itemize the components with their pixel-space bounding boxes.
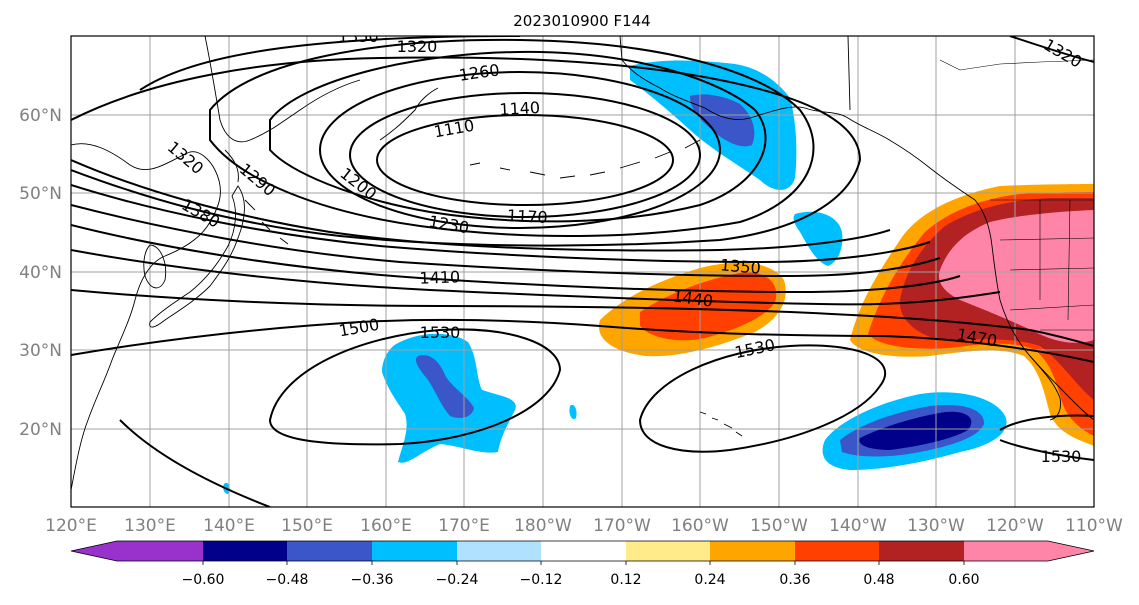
- lon-label: 170°E: [438, 516, 490, 536]
- colorbar-ticks: [202, 561, 965, 565]
- colorbar-tick-label: −0.24: [436, 572, 479, 588]
- coastlines: [71, 36, 1094, 491]
- lon-label: 180°W: [514, 516, 572, 536]
- lon-label: 130°W: [907, 516, 965, 536]
- contour-label: 1410: [419, 267, 460, 287]
- colorbar-segment: [372, 541, 457, 561]
- lon-label: 140°E: [203, 516, 255, 536]
- colorbar-tick-label: −0.60: [182, 572, 225, 588]
- lat-label: 60°N: [19, 106, 62, 126]
- political-borders: [939, 59, 1094, 331]
- lat-label: 20°N: [19, 420, 62, 440]
- contour-label: 1350: [719, 255, 761, 277]
- lat-label: 40°N: [19, 263, 62, 283]
- positive-anomaly-west-coast: [850, 184, 1094, 446]
- negative-anomaly-gulf: [793, 211, 843, 266]
- colorbar-extend-low: [71, 541, 117, 561]
- colorbar-segment: [541, 541, 626, 561]
- colorbar-extend-high: [1048, 541, 1094, 561]
- height-contours: [71, 36, 1094, 507]
- colorbar-segment: [710, 541, 795, 561]
- contour-label: 1170: [506, 206, 548, 227]
- lon-label: 160°W: [671, 516, 729, 536]
- negative-anomaly-alaska: [630, 60, 797, 190]
- colorbar-tick-label: 0.48: [863, 572, 894, 588]
- colorbar-tick-label: 0.24: [694, 572, 725, 588]
- longitude-labels: 120°E 130°E 140°E 150°E 160°E 170°E 180°…: [45, 516, 1123, 536]
- lon-label: 160°E: [360, 516, 412, 536]
- negative-anomaly-small: [569, 404, 577, 420]
- colorbar-tick-labels: −0.60 −0.48 −0.36 −0.24 −0.12 0.12 0.24 …: [182, 572, 980, 588]
- colorbar-tick-label: 0.12: [610, 572, 641, 588]
- map-title: 2023010900 F144: [513, 12, 650, 30]
- lon-label: 120°E: [45, 516, 97, 536]
- colorbar-segment: [203, 541, 287, 561]
- colorbar-tick-label: 0.36: [779, 572, 810, 588]
- lon-label: 120°W: [986, 516, 1044, 536]
- negative-anomaly-subtropical: [822, 392, 1007, 470]
- lon-label: 140°W: [829, 516, 887, 536]
- colorbar-tick-label: −0.36: [351, 572, 394, 588]
- colorbar-tick-label: 0.60: [948, 572, 979, 588]
- colorbar-segment: [964, 541, 1048, 561]
- colorbar-segment: [117, 541, 203, 561]
- lat-label: 50°N: [19, 184, 62, 204]
- map-area: 1350 1320 1260 1140 1110 1320 1290 1200 …: [71, 27, 1094, 507]
- contour-label: 1530: [420, 323, 461, 342]
- contour-labels: 1350 1320 1260 1140 1110 1320 1290 1200 …: [164, 27, 1085, 466]
- colorbar-segment: [879, 541, 964, 561]
- contour-label: 1530: [1041, 447, 1082, 466]
- contour-label: 1320: [397, 37, 438, 56]
- map-frame: [70, 35, 1095, 508]
- lon-label: 110°W: [1065, 516, 1123, 536]
- colorbar-segment: [795, 541, 879, 561]
- contour-label: 1350: [338, 27, 379, 46]
- contour-label: 1140: [499, 98, 541, 119]
- lon-label: 170°W: [593, 516, 651, 536]
- latitude-labels: 60°N 50°N 40°N 30°N 20°N: [19, 106, 62, 440]
- colorbar-tick-label: −0.48: [266, 572, 309, 588]
- colorbar-tick-label: −0.12: [520, 572, 563, 588]
- colorbar: −0.60 −0.48 −0.36 −0.24 −0.12 0.12 0.24 …: [70, 540, 1095, 588]
- colorbar-segment: [287, 541, 372, 561]
- lon-label: 130°E: [124, 516, 176, 536]
- colorbar-segment: [457, 541, 541, 561]
- lon-label: 150°E: [281, 516, 333, 536]
- lat-label: 30°N: [19, 341, 62, 361]
- colorbar-segment: [626, 541, 710, 561]
- lon-label: 150°W: [750, 516, 808, 536]
- colorbar-outline: [70, 540, 1095, 562]
